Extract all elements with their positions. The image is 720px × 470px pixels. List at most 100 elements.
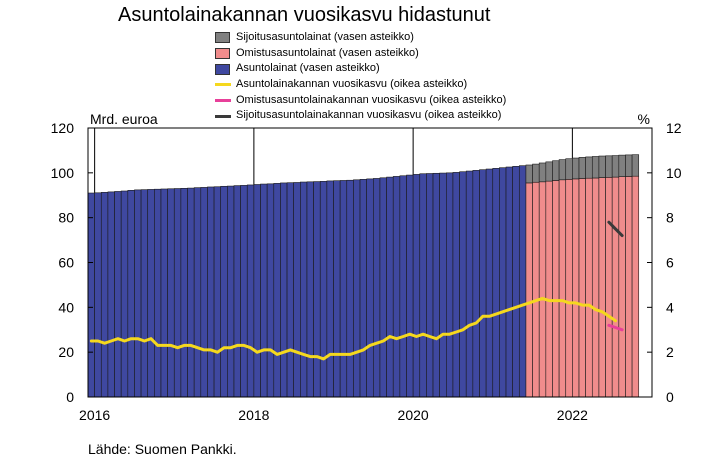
bar-asuntolainat [485, 168, 494, 398]
bar-sijoitusasuntolainat [565, 158, 573, 180]
line-omistusasuntolainakannan-vuosikasvu [607, 323, 624, 332]
bar-omistusasuntolainat [598, 177, 606, 398]
legend-label-omistus: Omistusasuntolainat (vasen asteikko) [236, 46, 419, 59]
bar-omistusasuntolainat [545, 180, 553, 398]
bar-asuntolainat [412, 174, 421, 398]
bar-asuntolainat [459, 171, 467, 398]
legend-line-omistus-growth [215, 99, 231, 103]
bar-asuntolainat [512, 166, 520, 398]
bar-asuntolainat [333, 180, 341, 398]
bar-asuntolainat [173, 188, 182, 398]
bar-asuntolainat [187, 187, 195, 398]
legend-item-omistus-growth: Omistusasuntolainakannan vuosikasvu (oik… [215, 93, 506, 109]
bar-omistusasuntolainat [611, 176, 620, 398]
bar-asuntolainat [373, 178, 381, 398]
bar-sijoitusasuntolainat [558, 159, 567, 181]
bar-asuntolainat [240, 185, 248, 398]
bar-asuntolainat [419, 173, 427, 398]
bar-sijoitusasuntolainat [598, 155, 606, 178]
bar-asuntolainat [293, 182, 301, 398]
bar-omistusasuntolainat [532, 181, 540, 398]
x-tick-label: 2020 [398, 407, 429, 423]
bar-asuntolainat [273, 183, 281, 398]
bar-asuntolainat [426, 173, 434, 398]
bar-omistusasuntolainat [552, 180, 560, 398]
x-tick-label: 2022 [557, 407, 588, 423]
bar-asuntolainat [213, 186, 222, 398]
bar-asuntolainat [406, 174, 414, 398]
bar-asuntolainat [134, 189, 142, 398]
bar-asuntolainat [479, 169, 487, 398]
bar-asuntolainat [366, 178, 374, 398]
bar-asuntolainat [472, 170, 480, 398]
bar-omistusasuntolainat [558, 179, 567, 398]
bar-asuntolainat [386, 176, 394, 398]
right-tick-label: 8 [666, 210, 674, 226]
left-tick-label: 0 [66, 389, 74, 405]
legend-item-sijoitus-bar: Sijoitusasuntolainat (vasen asteikko) [215, 30, 506, 46]
legend-item-omistus-bar: Omistusasuntolainat (vasen asteikko) [215, 46, 506, 62]
axis-layer: 0 20 40 60 80 100 120 0 2 4 6 8 10 12 2016 2018 2020 2022 [51, 120, 682, 423]
left-tick-label: 60 [58, 255, 74, 271]
bar-asuntolainat [266, 183, 275, 398]
bar-asuntolainat [452, 172, 460, 398]
bar-sijoitusasuntolainat [605, 155, 613, 178]
left-tick-label: 80 [58, 210, 74, 226]
bar-asuntolainat [518, 165, 527, 398]
legend-item-sijoitus-growth: Sijoitusasuntolainakannan vuosikasvu (oi… [215, 108, 506, 124]
bar-asuntolainat [465, 170, 474, 398]
legend-label-sijoitus-growth: Sijoitusasuntolainakannan vuosikasvu (oi… [236, 109, 502, 122]
left-tick-label: 20 [58, 344, 74, 360]
bar-asuntolainat [446, 172, 454, 398]
bar-asuntolainat [399, 175, 407, 398]
bar-asuntolainat [260, 183, 268, 398]
lines-layer [89, 220, 624, 361]
bar-omistusasuntolainat [618, 176, 626, 398]
bar-asuntolainat [306, 181, 314, 398]
bar-asuntolainat [167, 188, 175, 398]
x-tick-label: 2016 [79, 407, 110, 423]
bar-asuntolainat [392, 176, 401, 398]
bar-asuntolainat [207, 186, 215, 398]
bar-asuntolainat [359, 179, 367, 398]
legend-swatch-omistus [215, 48, 230, 60]
bar-asuntolainat [193, 187, 202, 398]
bar-asuntolainat [140, 189, 149, 398]
bar-asuntolainat [499, 167, 507, 398]
bar-asuntolainat [220, 185, 228, 398]
left-tick-label: 100 [51, 165, 75, 181]
left-tick-label: 120 [51, 120, 75, 136]
bar-asuntolainat [300, 181, 308, 398]
bar-asuntolainat [180, 188, 188, 398]
right-axis-title: % [638, 111, 650, 127]
legend: Sijoitusasuntolainat (vasen asteikko) Om… [215, 30, 506, 124]
line-asuntolainakannan-vuosikasvu [89, 296, 617, 361]
bar-asuntolainat [339, 180, 348, 398]
left-axis-title: Mrd. euroa [90, 111, 158, 127]
bar-sijoitusasuntolainat [545, 161, 553, 182]
line-sijoitusasuntolainakannan-vuosikasvu [607, 220, 624, 238]
bar-omistusasuntolainat [591, 177, 600, 398]
bar-sijoitusasuntolainat [631, 154, 640, 177]
chart-title: Asuntolainakannan vuosikasvu hidastunut [118, 4, 491, 26]
legend-line-asunto-growth [215, 83, 231, 87]
bar-omistusasuntolainat [631, 175, 640, 398]
bar-asuntolainat [107, 191, 115, 398]
bar-asuntolainat [100, 192, 109, 398]
source-note: Lähde: Suomen Pankki. [88, 441, 237, 457]
bar-asuntolainat [127, 190, 135, 398]
right-tick-label: 10 [666, 165, 682, 181]
bar-asuntolainat [154, 188, 162, 398]
bar-sijoitusasuntolainat [618, 154, 626, 177]
bar-omistusasuntolainat [605, 177, 613, 398]
bar-sijoitusasuntolainat [538, 162, 547, 183]
bar-sijoitusasuntolainat [611, 155, 620, 178]
bar-asuntolainat [379, 177, 387, 398]
bar-omistusasuntolainat [578, 178, 586, 398]
bar-asuntolainat [233, 185, 241, 398]
bar-asuntolainat [280, 182, 288, 398]
bar-omistusasuntolainat [565, 179, 573, 398]
bar-asuntolainat [200, 187, 208, 398]
bar-sijoitusasuntolainat [525, 164, 533, 184]
